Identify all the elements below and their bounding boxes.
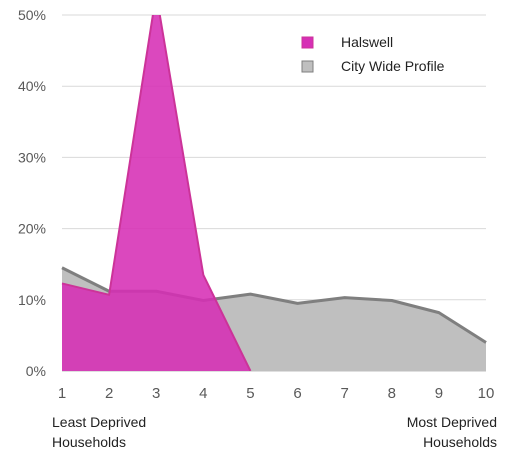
y-tick-label: 40% (18, 78, 46, 94)
axis-note-right-line1: Most Deprived (407, 414, 497, 430)
y-tick-label: 0% (26, 363, 46, 379)
x-tick-label: 5 (246, 385, 254, 402)
x-tick-label: 7 (340, 385, 348, 402)
axes: 0% 10% 20% 30% 40% 50% 1 2 3 4 5 6 7 8 9 10 (18, 7, 494, 402)
legend-swatch-halswell (301, 36, 314, 49)
legend-swatch-city-wide-profile (301, 60, 314, 73)
x-tick-label: 9 (435, 385, 443, 402)
axis-note-right-line2: Households (423, 434, 497, 450)
y-tick-label: 10% (18, 292, 46, 308)
series-line-halswell (61, 15, 252, 371)
series-area-halswell (62, 15, 251, 371)
x-tick-label: 2 (105, 385, 113, 402)
x-tick-label: 4 (199, 385, 207, 402)
y-tick-label: 30% (18, 149, 46, 165)
x-tick-label: 10 (478, 385, 495, 402)
legend-label-city-wide-profile: City Wide Profile (341, 58, 445, 74)
axis-note-left-line2: Households (52, 434, 126, 450)
axis-notes: Least Deprived Households Most Deprived Hou… (52, 414, 497, 450)
y-tick-label: 20% (18, 221, 46, 237)
axis-note-left-line1: Least Deprived (52, 414, 146, 430)
legend-label-halswell: Halswell (341, 34, 393, 50)
legend: Halswell City Wide Profile (301, 34, 445, 74)
y-tick-label: 50% (18, 7, 46, 23)
x-tick-label: 6 (293, 385, 301, 402)
x-tick-label: 1 (58, 385, 66, 402)
x-tick-label: 3 (152, 385, 160, 402)
series-areas (61, 15, 487, 371)
x-tick-label: 8 (388, 385, 396, 402)
